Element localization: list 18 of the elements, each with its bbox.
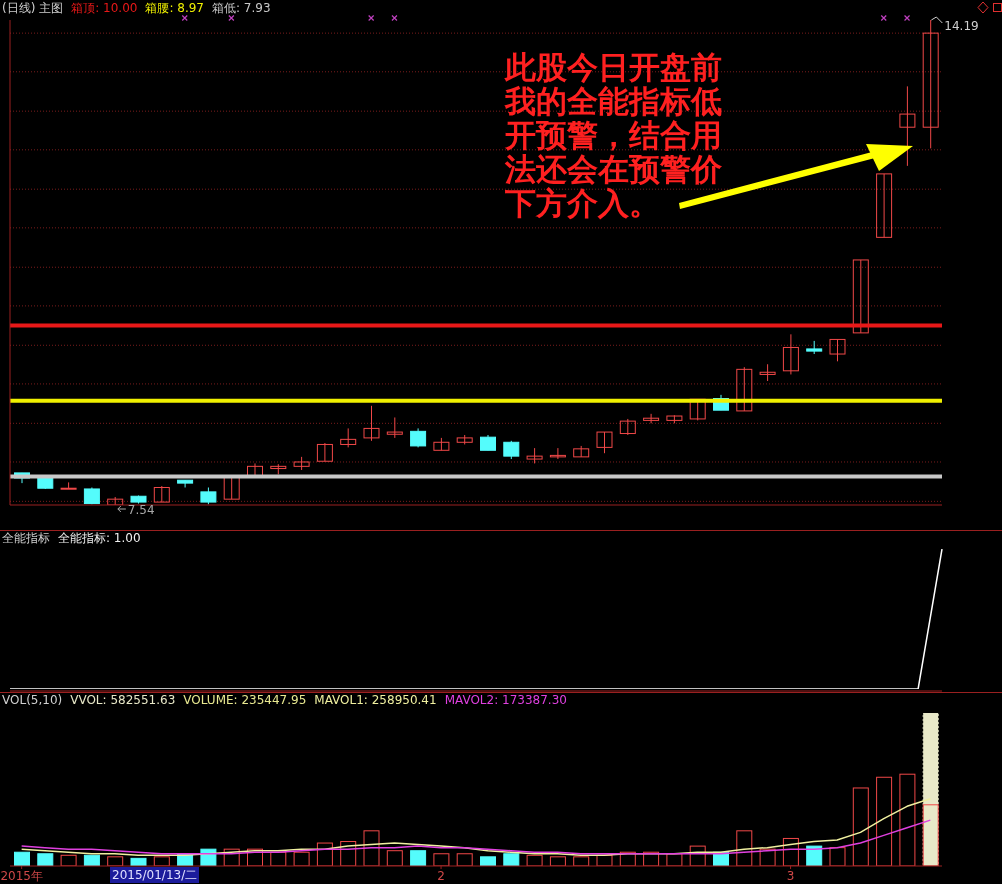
x-tick-label: 2015年 bbox=[0, 869, 43, 883]
chart-title: (日线) 主图 bbox=[2, 1, 64, 16]
text: 2015/01/13/二 bbox=[112, 868, 198, 882]
annotation: 7.54 bbox=[127, 503, 155, 517]
text: VOLUME: 235447.95 bbox=[183, 693, 307, 708]
text: MAVOL1: 258950.41 bbox=[314, 693, 437, 708]
text: VVOL: 582551.63 bbox=[70, 693, 176, 708]
chart-title: VOL(5,10) bbox=[2, 693, 63, 708]
ref-line-label: 箱顶: 10.00 bbox=[71, 1, 138, 16]
text: 14.19 bbox=[944, 19, 979, 33]
x-tick-label: 3 bbox=[786, 869, 795, 883]
text: MAVOL2: 173387.30 bbox=[444, 693, 567, 708]
x-tick-label: 2 bbox=[437, 869, 445, 883]
ref-line-label: 箱低: 7.93 bbox=[211, 1, 271, 16]
text: 全能指标: 1.00 bbox=[58, 531, 141, 546]
chart-title: 全能指标 bbox=[2, 531, 50, 546]
annotation: 此股今日开盘前我的全能指标低开预警，结合用法还会在预警价下方介入。 bbox=[505, 49, 722, 221]
ref-line-label: 箱腰: 8.97 bbox=[145, 1, 204, 16]
